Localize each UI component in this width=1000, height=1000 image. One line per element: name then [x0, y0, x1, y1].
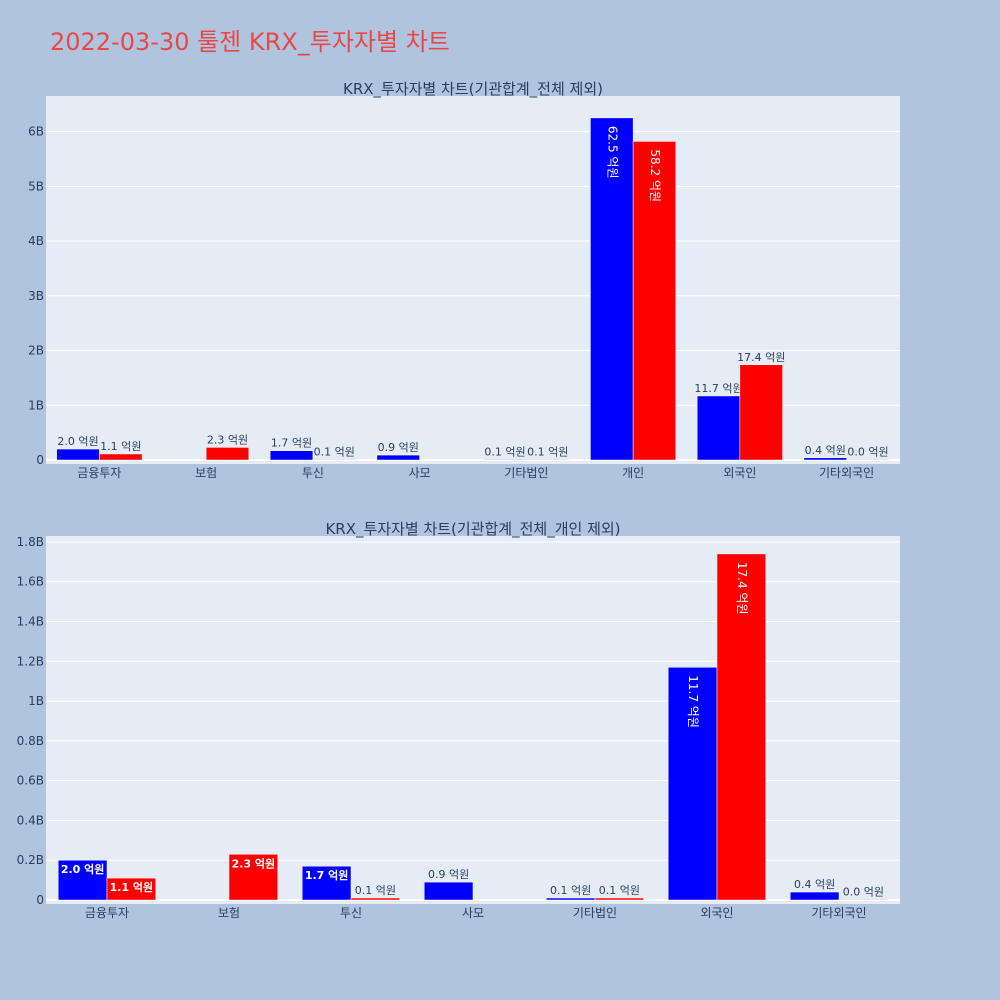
- bar: [99, 453, 143, 461]
- chart-title: KRX_투자자별 차트(기관합계_전체_개인 제외): [325, 520, 620, 539]
- x-tick-label: 금융투자: [85, 906, 129, 920]
- y-tick-label: 1B: [28, 694, 44, 708]
- y-tick-label: 0: [36, 453, 44, 467]
- chart-1: KRX_투자자별 차트(기관합계_전체 제외) 0 1B 2B 3B 4B 5B 6B 금융투자…: [28, 80, 900, 480]
- data-label: 62.5 억원: [605, 126, 619, 179]
- data-label: 0.9 억원: [428, 868, 469, 881]
- data-label: 2.0 억원: [61, 862, 105, 876]
- data-label: 0.1 억원: [355, 884, 396, 897]
- x-tick-label: 보험: [195, 466, 217, 480]
- x-tick-label: 기타법인: [504, 466, 548, 480]
- data-label: 0.1 억원: [527, 445, 568, 458]
- y-tick-label: 0: [36, 893, 44, 907]
- bar: [526, 459, 570, 461]
- bar: [228, 854, 279, 901]
- y-tick-label: 1.4B: [17, 615, 44, 629]
- bar: [789, 891, 840, 901]
- data-label: 2.0 억원: [57, 435, 98, 448]
- x-tick-label: 개인: [622, 466, 644, 480]
- bar: [56, 448, 100, 461]
- y-tick-label: 0.6B: [17, 774, 44, 788]
- bar: [483, 459, 527, 461]
- data-label: 0.1 억원: [599, 884, 640, 897]
- data-label: 1.7 억원: [271, 437, 312, 450]
- bar: [696, 395, 741, 461]
- data-label: 1.7 억원: [305, 868, 349, 882]
- bar: [376, 454, 420, 461]
- data-label: 17.4 억원: [737, 351, 785, 364]
- bar: [838, 899, 889, 901]
- bar: [594, 897, 645, 901]
- y-tick-label: 1.8B: [17, 535, 44, 549]
- data-label: 0.1 억원: [314, 445, 355, 458]
- data-label: 17.4 억원: [735, 562, 749, 615]
- bar: [205, 447, 250, 461]
- bar: [667, 667, 718, 901]
- bar: [590, 117, 634, 461]
- x-tick-label: 사모: [462, 906, 484, 920]
- x-tick-label: 외국인: [700, 906, 733, 920]
- y-tick-label: 4B: [28, 234, 44, 248]
- y-tick-label: 1B: [28, 398, 44, 412]
- data-label: 0.9 억원: [378, 441, 419, 454]
- y-tick-label: 2B: [28, 344, 44, 358]
- bar: [545, 897, 596, 901]
- data-label: 1.1 억원: [110, 880, 154, 894]
- x-tick-label: 금융투자: [77, 466, 121, 480]
- x-tick-label: 보험: [218, 906, 240, 920]
- bar: [312, 459, 356, 461]
- bar: [423, 881, 474, 901]
- data-label: 0.4 억원: [805, 444, 846, 457]
- data-label: 0.4 억원: [794, 878, 835, 891]
- data-label: 1.1 억원: [100, 440, 141, 453]
- data-label: 2.3 억원: [232, 856, 276, 870]
- y-tick-label: 0.8B: [17, 734, 44, 748]
- x-tick-label: 투신: [302, 466, 324, 480]
- x-tick-label: 기타법인: [573, 906, 617, 920]
- bar: [803, 457, 847, 461]
- y-tick-label: 0.4B: [17, 813, 44, 827]
- y-tick-label: 0.2B: [17, 853, 44, 867]
- bar: [632, 141, 677, 461]
- bar: [57, 859, 108, 901]
- plot-area: [46, 536, 900, 904]
- page-title: 2022-03-30 툴젠 KRX_투자자별 차트: [50, 28, 450, 56]
- data-label: 0.0 억원: [847, 445, 888, 458]
- y-tick-label: 3B: [28, 289, 44, 303]
- bar: [301, 865, 352, 901]
- x-tick-label: 기타외국인: [811, 906, 866, 920]
- data-label: 2.3 억원: [207, 433, 248, 446]
- data-label: 0.1 억원: [550, 884, 591, 897]
- bar: [739, 364, 783, 461]
- data-label: 0.1 억원: [484, 445, 525, 458]
- chart-title: KRX_투자자별 차트(기관합계_전체 제외): [343, 80, 603, 99]
- data-label: 58.2 억원: [648, 149, 662, 202]
- data-label: 11.7 억원: [694, 382, 742, 395]
- bar: [106, 877, 157, 901]
- data-label: 0.0 억원: [843, 885, 884, 898]
- bar: [846, 459, 890, 461]
- data-label: 11.7 억원: [686, 675, 700, 728]
- chart-2: KRX_투자자별 차트(기관합계_전체_개인 제외) 0 0.2B 0.4B 0.6B 0…: [17, 520, 900, 920]
- y-tick-label: 1.6B: [17, 575, 44, 589]
- x-tick-label: 투신: [340, 906, 362, 920]
- y-tick-label: 1.2B: [17, 654, 44, 668]
- bar: [350, 897, 401, 901]
- x-tick-label: 외국인: [723, 466, 756, 480]
- y-tick-label: 6B: [28, 125, 44, 139]
- x-tick-label: 기타외국인: [819, 466, 874, 480]
- x-tick-label: 사모: [409, 466, 431, 480]
- bar: [269, 450, 314, 461]
- y-tick-label: 5B: [28, 179, 44, 193]
- bar: [716, 553, 767, 901]
